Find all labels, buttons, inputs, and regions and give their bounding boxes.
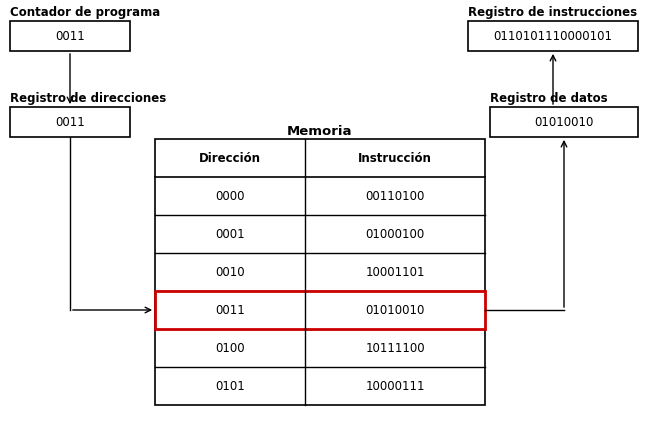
Text: 0010: 0010 (215, 266, 245, 279)
Text: 0011: 0011 (215, 304, 245, 317)
Text: 0101: 0101 (215, 380, 245, 393)
Text: 01010010: 01010010 (365, 304, 424, 317)
Text: 10111100: 10111100 (365, 342, 425, 355)
Text: 0001: 0001 (215, 228, 245, 241)
Text: 00110100: 00110100 (365, 190, 424, 203)
Text: 0011: 0011 (55, 116, 85, 129)
Bar (10, 108, 130, 138)
Text: Instrucción: Instrucción (358, 152, 432, 165)
Text: 10001101: 10001101 (365, 266, 424, 279)
Text: 01010010: 01010010 (534, 116, 594, 129)
Text: 0000: 0000 (215, 190, 245, 203)
Bar (155, 291, 485, 329)
Text: Registro de instrucciones: Registro de instrucciones (468, 6, 637, 19)
Text: 01000100: 01000100 (365, 228, 424, 241)
Text: Memoria: Memoria (288, 125, 353, 138)
Text: 0100: 0100 (215, 342, 245, 355)
Bar (10, 22, 130, 52)
Text: 0110101110000101: 0110101110000101 (493, 31, 613, 43)
Text: Registro de direcciones: Registro de direcciones (10, 92, 166, 105)
Text: Registro de datos: Registro de datos (490, 92, 607, 105)
Text: Dirección: Dirección (199, 152, 261, 165)
Text: 10000111: 10000111 (365, 380, 424, 393)
Text: Contador de programa: Contador de programa (10, 6, 160, 19)
Text: 0011: 0011 (55, 31, 85, 43)
Bar (155, 140, 485, 405)
Bar (468, 22, 638, 52)
Bar (490, 108, 638, 138)
